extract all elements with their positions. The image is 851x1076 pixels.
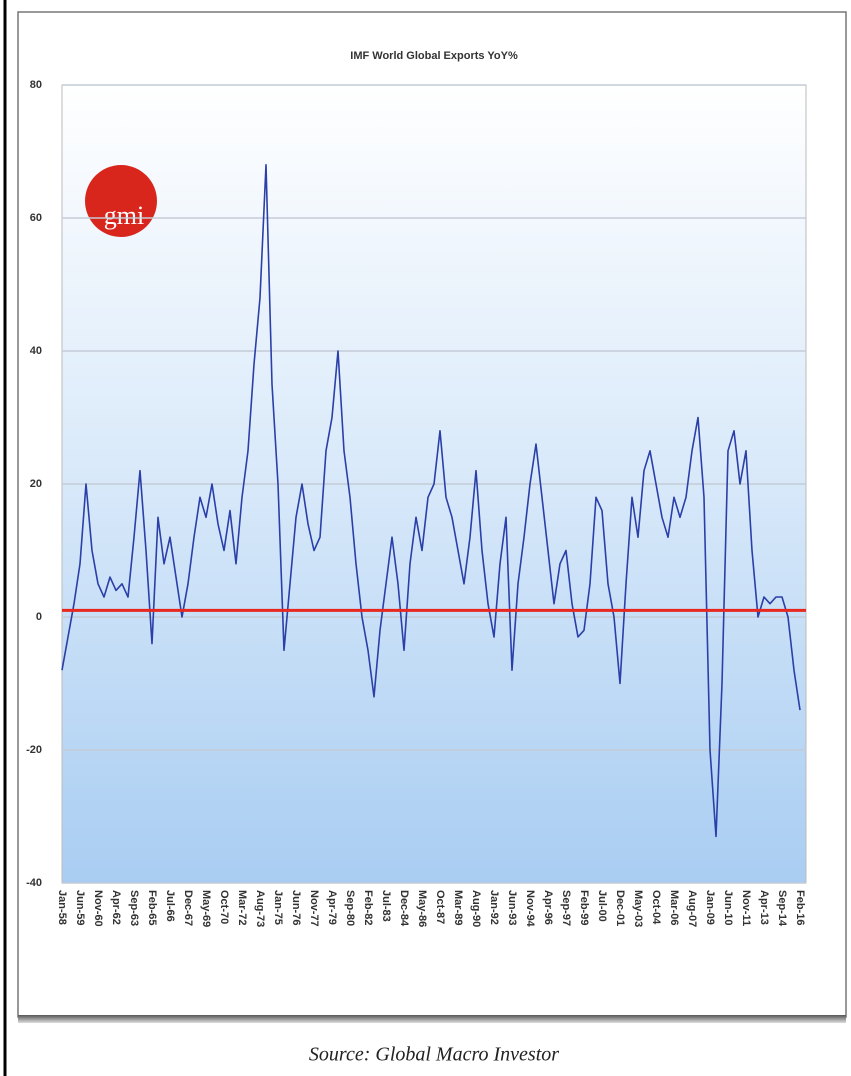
x-tick-label: Dec-01 bbox=[614, 890, 626, 926]
y-tick-label: -20 bbox=[26, 744, 42, 756]
x-tick-label: Sep-80 bbox=[344, 890, 356, 926]
logo-circle bbox=[85, 165, 157, 237]
logo-text: gmi bbox=[104, 201, 144, 230]
x-tick-label: Apr-79 bbox=[326, 890, 338, 925]
y-tick-label: 0 bbox=[36, 611, 42, 623]
x-tick-label: Aug-90 bbox=[470, 890, 482, 927]
y-tick-label: -40 bbox=[26, 877, 42, 889]
x-tick-label: May-03 bbox=[632, 890, 644, 927]
source-note: Source: Global Macro Investor bbox=[309, 1044, 559, 1066]
x-tick-label: Nov-94 bbox=[524, 890, 536, 928]
x-tick-label: Sep-63 bbox=[128, 890, 140, 926]
x-tick-label: Feb-16 bbox=[794, 890, 806, 925]
x-tick-label: Jul-00 bbox=[596, 890, 608, 922]
panel-shadow bbox=[18, 1015, 846, 1023]
x-tick-label: Oct-87 bbox=[434, 890, 446, 924]
y-tick-label: 20 bbox=[30, 478, 42, 490]
x-tick-label: Jan-09 bbox=[704, 890, 716, 925]
x-tick-label: May-86 bbox=[416, 890, 428, 927]
x-tick-label: Jun-93 bbox=[506, 890, 518, 925]
x-tick-label: Dec-67 bbox=[182, 890, 194, 926]
y-tick-label: 60 bbox=[30, 212, 42, 224]
x-tick-label: Aug-73 bbox=[254, 890, 266, 927]
x-tick-label: Mar-89 bbox=[452, 890, 464, 925]
x-tick-label: Oct-04 bbox=[650, 890, 662, 925]
x-tick-label: Jan-92 bbox=[488, 890, 500, 925]
x-tick-label: Apr-62 bbox=[110, 890, 122, 925]
x-tick-label: Jan-75 bbox=[272, 890, 284, 925]
x-tick-label: Feb-82 bbox=[362, 890, 374, 925]
x-tick-label: Apr-96 bbox=[542, 890, 554, 925]
x-tick-label: Feb-65 bbox=[146, 890, 158, 925]
chart-title: IMF World Global Exports YoY% bbox=[350, 50, 518, 62]
x-tick-label: Sep-97 bbox=[560, 890, 572, 926]
x-tick-label: Nov-77 bbox=[308, 890, 320, 927]
x-tick-label: Jan-58 bbox=[56, 890, 68, 925]
x-tick-label: Dec-84 bbox=[398, 890, 410, 927]
data-line bbox=[61, 164, 801, 838]
x-tick-label: Oct-70 bbox=[218, 890, 230, 924]
x-tick-label: Jul-83 bbox=[380, 890, 392, 922]
x-tick-label: Jun-76 bbox=[290, 890, 302, 925]
x-tick-label: Sep-14 bbox=[776, 890, 788, 927]
x-tick-label: Jun-10 bbox=[722, 890, 734, 925]
y-tick-label: 80 bbox=[30, 79, 42, 91]
x-tick-label: Jul-66 bbox=[164, 890, 176, 922]
x-tick-label: Jun-59 bbox=[74, 890, 86, 925]
x-tick-label: Aug-07 bbox=[686, 890, 698, 927]
x-tick-label: Mar-72 bbox=[236, 890, 248, 925]
x-tick-label: May-69 bbox=[200, 890, 212, 927]
x-tick-label: Mar-06 bbox=[668, 890, 680, 925]
y-tick-label: 40 bbox=[30, 345, 42, 357]
x-tick-label: Nov-11 bbox=[740, 890, 752, 926]
x-tick-label: Feb-99 bbox=[578, 890, 590, 925]
x-tick-label: Apr-13 bbox=[758, 890, 770, 925]
x-tick-label: Nov-60 bbox=[92, 890, 104, 927]
